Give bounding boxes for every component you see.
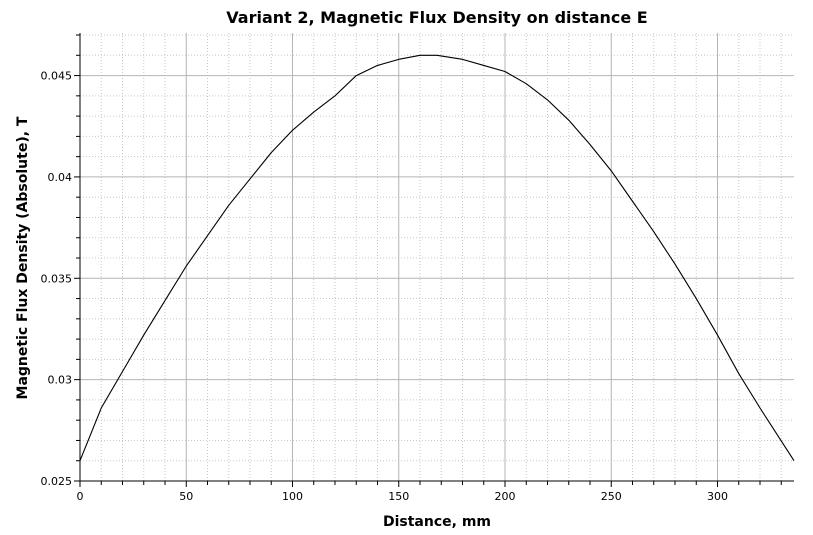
y-tick-label: 0.025 bbox=[41, 475, 73, 488]
y-tick-label: 0.045 bbox=[41, 70, 73, 83]
y-axis-label: Magnetic Flux Density (Absolute), T bbox=[15, 116, 31, 399]
series-line-0 bbox=[79, 54, 795, 462]
plot-area: 0 50 100 150 200 250 300 0.025 0.03 0.035 0.04 0.04… bbox=[41, 33, 795, 503]
chart-title: Variant 2, Magnetic Flux Density on dist… bbox=[226, 8, 647, 27]
ticks bbox=[74, 34, 782, 487]
x-axis-label: Distance, mm bbox=[383, 514, 491, 530]
major-grid bbox=[79, 33, 794, 482]
axes bbox=[79, 33, 794, 482]
x-tick-label: 250 bbox=[601, 490, 622, 503]
x-tick-label: 100 bbox=[282, 490, 303, 503]
y-tick-label: 0.035 bbox=[41, 272, 73, 285]
x-tick-label: 50 bbox=[179, 490, 193, 503]
x-tick-label: 300 bbox=[707, 490, 728, 503]
x-tick-label: 150 bbox=[388, 490, 409, 503]
x-tick-label: 0 bbox=[77, 490, 84, 503]
tick-labels: 0 50 100 150 200 250 300 0.025 0.03 0.035 0.04 0.04… bbox=[41, 70, 729, 503]
x-tick-label: 200 bbox=[495, 490, 516, 503]
y-tick-label: 0.03 bbox=[48, 374, 73, 387]
y-tick-label: 0.04 bbox=[48, 171, 73, 184]
series-layer bbox=[79, 54, 795, 462]
minor-grid bbox=[80, 33, 794, 481]
